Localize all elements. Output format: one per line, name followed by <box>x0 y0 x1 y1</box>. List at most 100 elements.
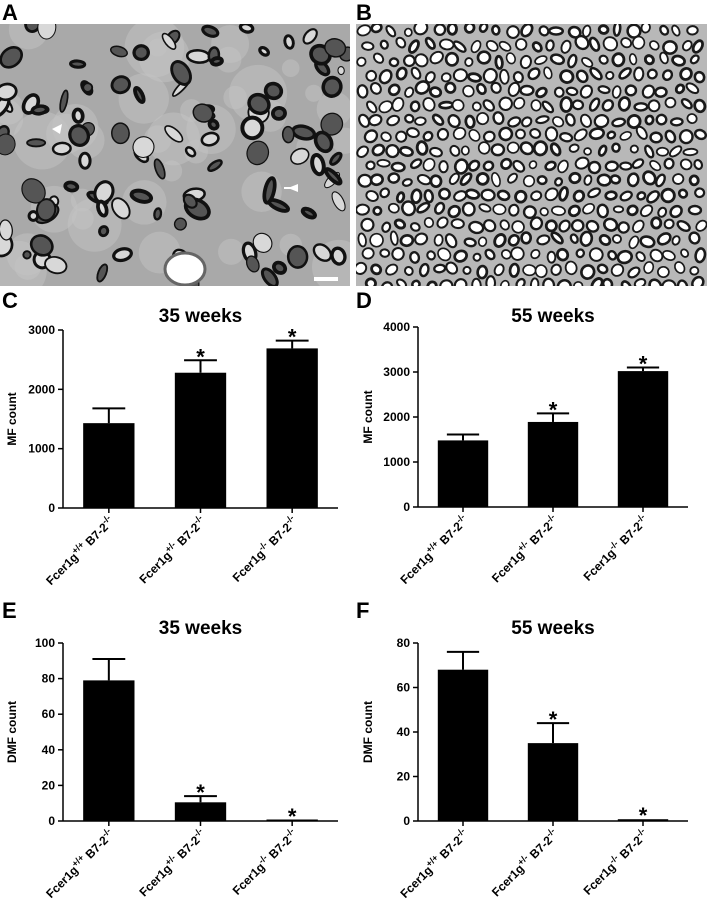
category-label: Fcer1g+/+ B7-2-/- <box>396 512 471 587</box>
fiber <box>109 45 128 58</box>
myelinated-fiber <box>628 235 640 250</box>
myelinated-fiber <box>686 113 698 124</box>
myelinated-fiber <box>691 275 705 286</box>
myelinated-fiber <box>617 221 630 234</box>
myelinated-fiber <box>356 261 368 275</box>
myelinated-fiber <box>499 68 510 85</box>
category-label: Fcer1g+/- B7-2-/- <box>488 826 562 900</box>
category-label: Fcer1g+/- B7-2-/- <box>135 826 209 900</box>
fiber <box>98 225 110 238</box>
myelinated-fiber <box>588 127 606 141</box>
myelinated-fiber <box>482 99 496 112</box>
myelinated-fiber <box>478 24 489 33</box>
myelinated-fiber <box>370 263 383 276</box>
fiber <box>310 153 326 177</box>
tissue-patch <box>215 46 242 73</box>
myelinated-fiber <box>541 100 555 114</box>
myelinated-fiber <box>515 128 526 140</box>
myelinated-fiber <box>468 129 481 142</box>
fiber <box>164 125 184 143</box>
myelinated-fiber <box>649 131 663 144</box>
myelinated-fiber <box>389 230 399 246</box>
fiber <box>302 28 318 45</box>
myelinated-fiber <box>597 24 610 35</box>
fiber <box>51 141 72 156</box>
myelinated-fiber <box>369 173 384 187</box>
myelinated-fiber <box>655 113 668 126</box>
myelinated-fiber <box>403 265 414 276</box>
fiber <box>69 59 87 69</box>
myelinated-fiber <box>437 247 452 262</box>
myelinated-fiber <box>649 40 660 51</box>
myelinated-fiber <box>579 84 593 99</box>
myelinated-fiber <box>605 70 615 81</box>
category-label: Fcer1g-/- B7-2-/- <box>579 826 651 898</box>
myelinated-fiber <box>440 72 452 83</box>
myelinated-fiber <box>476 264 489 280</box>
myelinated-fiber <box>500 249 512 260</box>
myelinated-fiber <box>587 160 602 175</box>
fiber <box>313 130 334 154</box>
myelinated-fiber <box>674 261 686 274</box>
myelinated-fiber <box>491 24 501 36</box>
myelinated-fiber <box>588 247 604 262</box>
myelinated-fiber <box>662 249 676 261</box>
myelinated-fiber <box>519 54 532 70</box>
myelinated-fiber <box>569 233 579 244</box>
myelinated-fiber <box>453 278 468 286</box>
myelinated-fiber <box>536 175 548 186</box>
myelinated-fiber <box>388 57 400 68</box>
myelinated-fiber <box>433 233 444 247</box>
myelinated-fiber <box>656 232 672 246</box>
myelinated-fiber <box>693 159 704 171</box>
myelinated-fiber <box>391 96 405 112</box>
myelinated-fiber <box>492 111 505 125</box>
myelinated-fiber <box>358 113 371 128</box>
fiber <box>0 82 18 102</box>
myelinated-fiber <box>378 69 393 85</box>
myelinated-fiber <box>582 203 595 215</box>
myelinated-fiber <box>570 219 585 233</box>
myelinated-fiber <box>462 265 472 275</box>
myelinated-fiber <box>464 57 474 67</box>
myelinated-fiber <box>567 53 578 69</box>
myelinated-fiber <box>508 203 520 217</box>
myelinated-fiber <box>385 143 400 159</box>
myelinated-fiber <box>593 114 610 129</box>
myelinated-fiber <box>480 188 496 202</box>
fiber <box>0 133 16 156</box>
myelinated-fiber <box>587 187 602 199</box>
myelinated-fiber <box>659 51 669 65</box>
fiber <box>82 82 94 93</box>
myelinated-fiber <box>671 24 681 37</box>
significance-marker: * <box>196 344 205 369</box>
myelinated-fiber <box>529 216 544 231</box>
myelinated-fiber <box>573 281 584 286</box>
myelinated-fiber <box>560 39 572 54</box>
myelinated-fiber <box>639 235 656 249</box>
myelinated-fiber <box>617 96 631 112</box>
myelinated-fiber <box>530 99 542 112</box>
myelinated-fiber <box>620 37 633 49</box>
fiber <box>96 199 109 218</box>
myelinated-fiber <box>393 218 407 230</box>
myelinated-fiber <box>356 203 370 216</box>
y-axis-label: MF count <box>5 392 19 445</box>
myelinated-fiber <box>369 232 384 248</box>
myelinated-fiber <box>444 51 460 67</box>
myelinated-fiber <box>426 250 436 261</box>
myelinated-fiber <box>407 39 420 54</box>
myelinated-fiber <box>671 235 681 246</box>
tissue-patch <box>305 84 323 102</box>
fiber <box>207 118 220 131</box>
myelinated-fiber <box>633 278 647 286</box>
y-axis-label: MF count <box>361 390 375 443</box>
myelinated-fiber <box>544 160 557 172</box>
panel-letter-e: E <box>2 598 17 623</box>
myelinated-fiber <box>661 279 677 286</box>
fiber <box>96 263 109 283</box>
myelinated-fiber <box>604 190 618 201</box>
myelinated-fiber <box>494 54 504 70</box>
myelinated-fiber <box>438 187 451 201</box>
fiber <box>29 234 54 257</box>
